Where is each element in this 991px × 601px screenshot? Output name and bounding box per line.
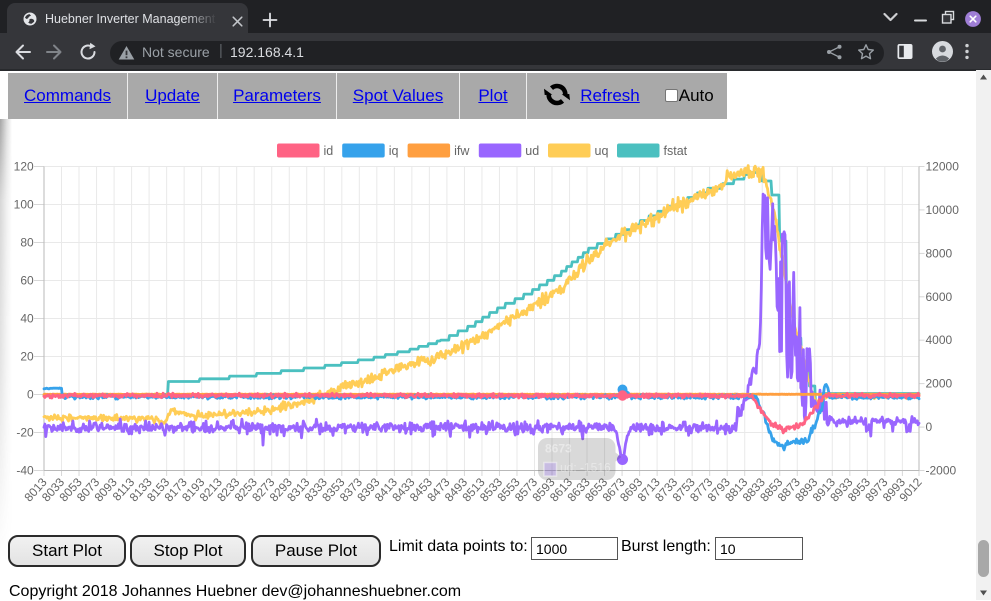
svg-text:2000: 2000 bbox=[926, 377, 953, 391]
svg-text:iq: iq bbox=[389, 144, 399, 158]
svg-text:12000: 12000 bbox=[926, 160, 960, 174]
svg-text:80: 80 bbox=[20, 236, 34, 250]
svg-text:4000: 4000 bbox=[926, 333, 953, 347]
svg-text:uq: uq bbox=[595, 144, 609, 158]
svg-text:ud: -1516: ud: -1516 bbox=[560, 461, 611, 475]
svg-text:ud: ud bbox=[525, 144, 539, 158]
svg-text:40: 40 bbox=[20, 312, 34, 326]
svg-text:20: 20 bbox=[20, 350, 34, 364]
svg-text:6000: 6000 bbox=[926, 290, 953, 304]
svg-text:-2000: -2000 bbox=[926, 464, 957, 478]
svg-text:8000: 8000 bbox=[926, 246, 953, 260]
svg-text:0: 0 bbox=[926, 420, 933, 434]
svg-text:0: 0 bbox=[27, 388, 34, 402]
svg-text:8673: 8673 bbox=[545, 442, 572, 456]
svg-text:id: id bbox=[324, 144, 334, 158]
svg-text:100: 100 bbox=[14, 198, 34, 212]
svg-text:fstat: fstat bbox=[664, 144, 688, 158]
svg-text:-40: -40 bbox=[16, 464, 34, 478]
svg-text:10000: 10000 bbox=[926, 203, 960, 217]
svg-text:ifw: ifw bbox=[454, 144, 470, 158]
svg-text:60: 60 bbox=[20, 274, 34, 288]
svg-text:120: 120 bbox=[14, 160, 34, 174]
svg-text:-20: -20 bbox=[16, 426, 34, 440]
